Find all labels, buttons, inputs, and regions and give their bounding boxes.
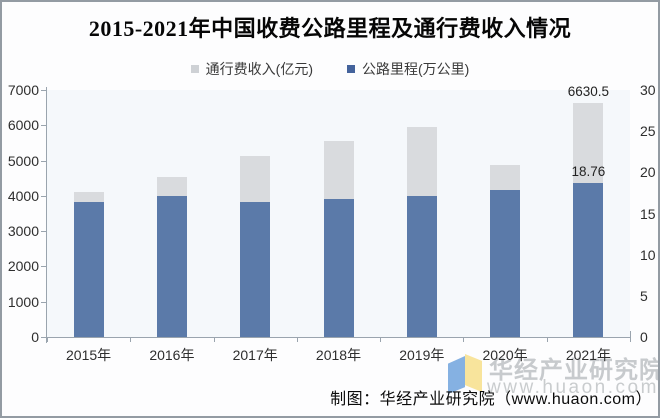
bar-road-mileage-2018年 [323, 198, 354, 337]
x-axis-tick [130, 338, 132, 342]
left-axis-tick-label: 2000 [7, 258, 39, 275]
bar-road-mileage-2020年 [490, 189, 521, 337]
x-axis-label-2020年: 2020年 [482, 347, 528, 363]
left-axis-tick [41, 125, 46, 127]
x-axis-label-2021年: 2021年 [565, 347, 611, 363]
left-axis-line [46, 87, 47, 343]
watermark-site-text: www.huaon.com [487, 377, 659, 398]
bar-road-mileage-2015年 [73, 202, 104, 337]
left-axis-tick [41, 160, 46, 162]
right-axis-tick-label: 10 [640, 246, 656, 263]
left-axis-tick-label: 1000 [7, 293, 39, 310]
right-axis-tick-label: 25 [640, 123, 656, 140]
x-axis-label-2017年: 2017年 [232, 347, 278, 363]
legend-item-road-mileage: 公路里程(万公里) [347, 59, 469, 79]
chart-legend: 通行费收入(亿元) 公路里程(万公里) [2, 59, 658, 79]
chart-title: 2015-2021年中国收费公路里程及通行费收入情况 [88, 16, 572, 41]
left-axis-tick [41, 337, 46, 338]
left-axis-tick [41, 195, 46, 197]
x-axis-tick [546, 338, 548, 342]
bar-road-mileage-2017年 [240, 202, 271, 337]
left-axis-tick-label: 7000 [7, 82, 39, 98]
left-axis-tick [41, 90, 46, 91]
left-axis-tick-label: 4000 [7, 187, 39, 204]
legend-label-toll-revenue: 通行费收入(亿元) [205, 61, 313, 77]
source-caption: 制图：华经产业研究院（www.huaon.com） [330, 391, 652, 408]
left-axis-tick-label: 3000 [7, 223, 39, 240]
right-axis-tick-label: 15 [640, 205, 656, 222]
road-mileage-swatch-icon [347, 65, 355, 73]
bar-road-mileage-2021年 [573, 182, 604, 337]
x-axis-tick [296, 338, 298, 342]
x-axis-label-2018年: 2018年 [315, 347, 362, 363]
right-axis-tick-label: 0 [640, 329, 648, 345]
right-axis-tick-label: 30 [640, 82, 656, 98]
watermark-brand-text: 华经产业研究院 [489, 357, 660, 384]
x-axis-tick [380, 338, 382, 342]
right-axis-tick-label: 20 [640, 164, 656, 181]
left-axis-tick [41, 301, 46, 303]
left-axis-tick [41, 266, 46, 268]
x-axis-tick [630, 338, 631, 342]
toll-revenue-swatch-icon [190, 65, 199, 73]
left-axis-tick-label: 5000 [7, 152, 39, 169]
left-axis-tick-label: 6000 [7, 117, 39, 134]
right-axis-tick-label: 5 [640, 287, 648, 304]
bottom-axis-line [46, 337, 631, 338]
data-label-18.76: 18.76 [571, 163, 606, 179]
x-axis-tick [463, 338, 465, 342]
right-axis-corner-tick [630, 331, 631, 338]
legend-label-road-mileage: 公路里程(万公里) [362, 61, 470, 77]
x-axis-label-2016年: 2016年 [149, 347, 195, 363]
x-axis-tick [213, 338, 215, 342]
x-axis-tick [47, 338, 48, 342]
x-axis-label-2019年: 2019年 [399, 347, 445, 363]
huaon-logo-yellow-page-icon [465, 354, 482, 392]
bar-road-mileage-2019年 [406, 196, 437, 337]
data-label-6630.5: 6630.5 [567, 84, 610, 99]
bar-road-mileage-2016年 [156, 196, 187, 337]
left-axis-tick [41, 231, 46, 233]
left-axis-tick-label: 0 [31, 329, 39, 345]
huaon-logo-blue-page-icon [448, 356, 465, 394]
x-axis-label-2015年: 2015年 [66, 347, 112, 363]
legend-item-toll-revenue: 通行费收入(亿元) [190, 59, 313, 79]
